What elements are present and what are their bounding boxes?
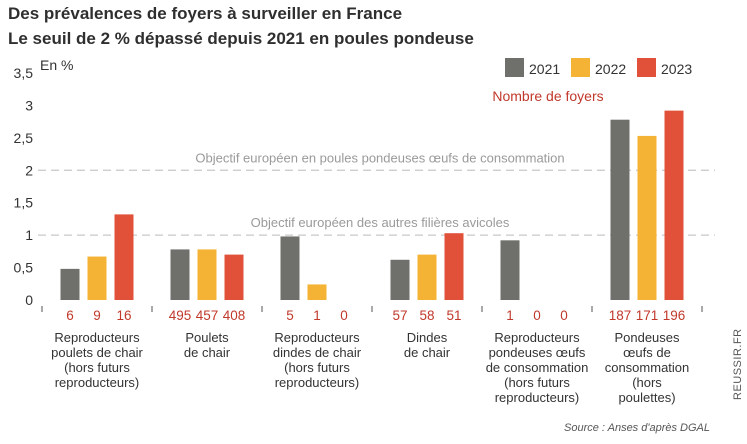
count-label: 16 <box>116 308 131 323</box>
category-label: Poulets <box>185 330 229 345</box>
count-label: 5 <box>286 308 294 323</box>
y-tick-label: 0,5 <box>14 260 34 276</box>
legend-label: 2023 <box>661 61 692 77</box>
bar-2021 <box>610 119 630 300</box>
y-tick-label: 1 <box>25 227 33 243</box>
legend-swatch <box>505 58 524 77</box>
bar-2022 <box>87 256 107 300</box>
reference-line-label: Objectif européen des autres filières av… <box>251 215 510 230</box>
category-label: de chair <box>184 345 231 360</box>
category-label: poulettes) <box>618 390 675 405</box>
count-label: 171 <box>636 308 659 323</box>
legend-swatch <box>571 58 590 77</box>
bar-2023 <box>224 254 244 300</box>
count-label: 1 <box>313 308 321 323</box>
bar-2022 <box>307 284 327 300</box>
category-label: reproducteurs) <box>55 375 140 390</box>
count-label: 0 <box>340 308 348 323</box>
category-label: (hors futurs <box>64 360 130 375</box>
category-label: Pondeuses <box>614 330 680 345</box>
category-label: Reproducteurs <box>54 330 140 345</box>
count-label: 0 <box>560 308 568 323</box>
y-tick-label: 2 <box>25 162 33 178</box>
category-label: poulets de chair <box>51 345 143 360</box>
legend-label: 2021 <box>529 61 560 77</box>
category-label: Reproducteurs <box>274 330 360 345</box>
count-label: 196 <box>663 308 686 323</box>
bar-2021 <box>390 259 410 300</box>
count-label: 51 <box>446 308 461 323</box>
category-label: dindes de chair <box>273 345 362 360</box>
reference-line-label: Objectif européen en poules pondeuses œu… <box>195 150 564 165</box>
count-label: 495 <box>169 308 192 323</box>
legend-label: 2022 <box>595 61 626 77</box>
category-label: œufs de <box>623 345 671 360</box>
legend-swatch <box>637 58 656 77</box>
y-tick-label: 2,5 <box>14 130 34 146</box>
count-label: 57 <box>392 308 407 323</box>
bar-2023 <box>664 110 684 300</box>
source-note: Source : Anses d'après DGAL <box>564 422 710 434</box>
y-tick-label: 0 <box>25 292 33 308</box>
count-label: 187 <box>609 308 632 323</box>
counts-annotation: Nombre de foyers <box>492 88 603 104</box>
category-label: reproducteurs) <box>495 390 580 405</box>
y-tick-label: 3 <box>25 97 33 113</box>
bar-2022 <box>417 254 437 300</box>
count-label: 1 <box>506 308 514 323</box>
y-tick-label: 1,5 <box>14 195 34 211</box>
category-label: reproducteurs) <box>275 375 360 390</box>
chart-title: Des prévalences de foyers à surveiller e… <box>8 4 402 23</box>
bar-2021 <box>60 268 80 300</box>
category-label: consommation <box>605 360 690 375</box>
bar-2022 <box>637 135 657 300</box>
count-label: 58 <box>419 308 434 323</box>
category-label: Dindes <box>407 330 448 345</box>
bar-2022 <box>197 249 217 300</box>
count-label: 6 <box>66 308 74 323</box>
category-label: Reproducteurs <box>494 330 580 345</box>
category-label: (hors futurs <box>504 375 570 390</box>
bar-2021 <box>280 236 300 300</box>
count-label: 457 <box>196 308 219 323</box>
y-axis-unit: En % <box>40 57 73 73</box>
category-label: de consommation <box>486 360 589 375</box>
category-label: pondeuses œufs <box>489 345 586 360</box>
bar-2021 <box>170 249 190 300</box>
count-label: 0 <box>533 308 541 323</box>
count-label: 408 <box>223 308 246 323</box>
category-label: (hors <box>632 375 662 390</box>
y-tick-label: 3,5 <box>14 65 34 81</box>
category-label: (hors futurs <box>284 360 350 375</box>
bar-2023 <box>114 214 134 300</box>
bar-2023 <box>444 233 464 300</box>
bar-2021 <box>500 240 520 300</box>
chart-subtitle: Le seuil de 2 % dépassé depuis 2021 en p… <box>8 29 474 48</box>
category-label: de chair <box>404 345 451 360</box>
count-label: 9 <box>93 308 101 323</box>
side-label: REUSSIR.FR <box>732 328 744 400</box>
